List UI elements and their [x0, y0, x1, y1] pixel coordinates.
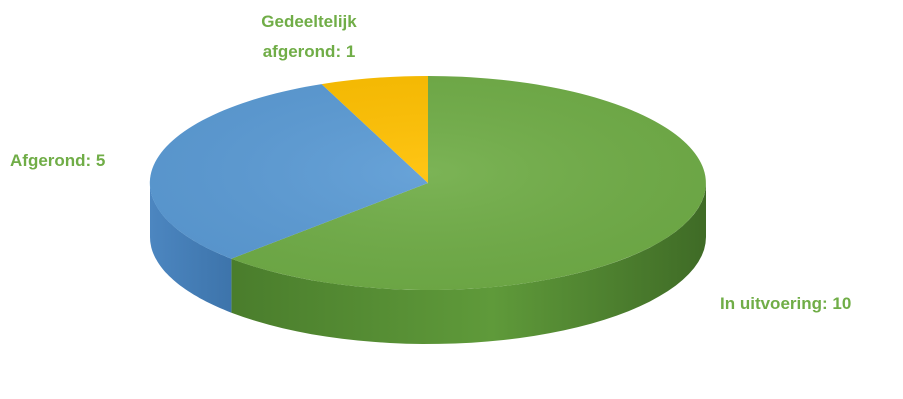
slice-label-gedeeltelijk-line2: afgerond: 1 — [263, 42, 356, 61]
pie-top-shading — [150, 76, 706, 290]
pie-side-afgerond — [150, 183, 232, 313]
slice-label-afgerond: Afgerond: 5 — [10, 151, 105, 170]
pie-top-faces — [149, 75, 706, 290]
pie-sides — [150, 183, 706, 344]
pie-side-in-uitvoering — [231, 183, 706, 344]
slice-label-in-uitvoering: In uitvoering: 10 — [720, 294, 851, 313]
slice-label-gedeeltelijk-line1: Gedeeltelijk — [261, 12, 357, 31]
pie-labels: In uitvoering: 10 Afgerond: 5 Gedeelteli… — [10, 12, 851, 313]
